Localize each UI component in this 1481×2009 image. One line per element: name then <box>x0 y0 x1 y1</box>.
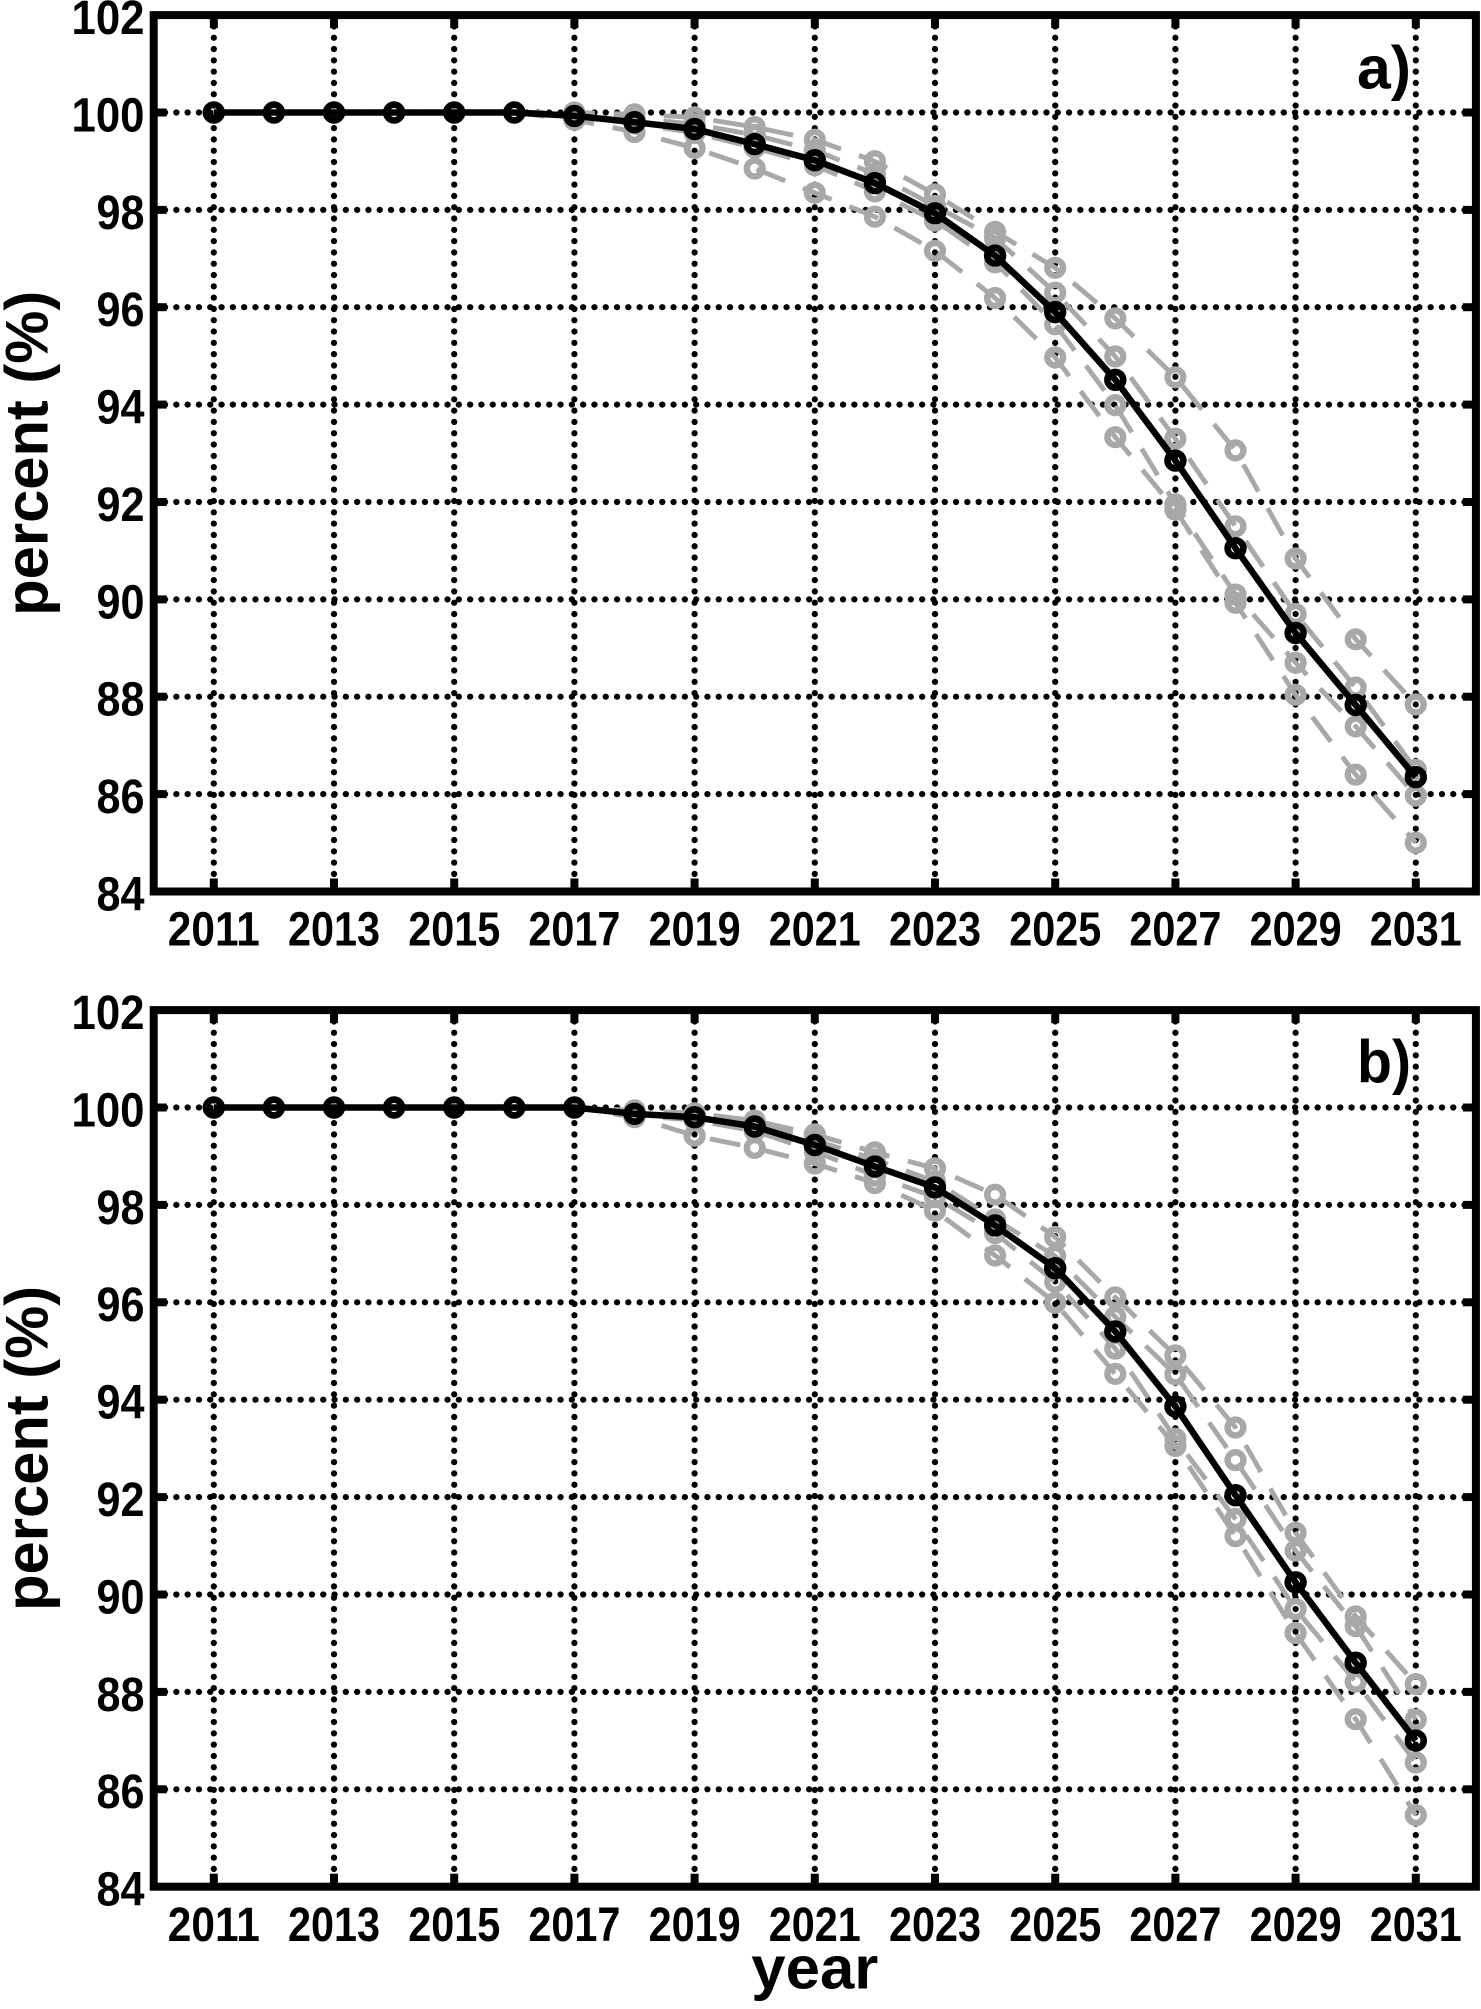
svg-text:percent (%): percent (%) <box>0 291 61 616</box>
svg-text:b): b) <box>1357 1029 1411 1096</box>
svg-text:2013: 2013 <box>288 1899 380 1952</box>
svg-text:88: 88 <box>97 1669 145 1722</box>
svg-text:a): a) <box>1357 35 1411 102</box>
svg-text:2019: 2019 <box>649 904 741 957</box>
svg-text:100: 100 <box>72 89 145 142</box>
svg-text:2011: 2011 <box>168 1899 260 1952</box>
svg-text:92: 92 <box>97 1474 145 1527</box>
svg-text:102: 102 <box>72 987 145 1040</box>
svg-text:2021: 2021 <box>769 904 861 957</box>
svg-text:2027: 2027 <box>1129 904 1221 957</box>
svg-text:96: 96 <box>97 284 145 337</box>
svg-text:2019: 2019 <box>649 1899 741 1952</box>
svg-text:2017: 2017 <box>528 1899 620 1952</box>
svg-text:2027: 2027 <box>1129 1899 1221 1952</box>
svg-text:2025: 2025 <box>1009 1899 1101 1952</box>
svg-text:100: 100 <box>72 1084 145 1137</box>
svg-text:84: 84 <box>97 1864 145 1917</box>
svg-text:98: 98 <box>97 187 145 240</box>
svg-text:year: year <box>751 1935 878 2002</box>
svg-text:86: 86 <box>97 1766 145 1819</box>
svg-text:2023: 2023 <box>889 904 981 957</box>
svg-text:2031: 2031 <box>1370 904 1462 957</box>
svg-text:2015: 2015 <box>408 904 500 957</box>
svg-text:88: 88 <box>97 674 145 727</box>
svg-text:96: 96 <box>97 1279 145 1332</box>
svg-text:percent (%): percent (%) <box>0 1286 61 1611</box>
svg-text:2013: 2013 <box>288 904 380 957</box>
svg-text:90: 90 <box>97 1571 145 1624</box>
svg-text:2031: 2031 <box>1370 1899 1462 1952</box>
svg-text:94: 94 <box>97 1377 145 1430</box>
svg-text:2011: 2011 <box>168 904 260 957</box>
svg-text:2021: 2021 <box>769 1899 861 1952</box>
svg-text:98: 98 <box>97 1182 145 1235</box>
svg-text:92: 92 <box>97 479 145 532</box>
svg-text:2025: 2025 <box>1009 904 1101 957</box>
svg-text:2029: 2029 <box>1250 904 1342 957</box>
svg-text:2029: 2029 <box>1250 1899 1342 1952</box>
svg-text:102: 102 <box>72 0 145 45</box>
svg-text:86: 86 <box>97 771 145 824</box>
svg-text:2023: 2023 <box>889 1899 981 1952</box>
svg-text:84: 84 <box>97 868 145 921</box>
svg-text:2017: 2017 <box>528 904 620 957</box>
svg-text:2015: 2015 <box>408 1899 500 1952</box>
svg-text:94: 94 <box>97 382 145 435</box>
svg-text:90: 90 <box>97 576 145 629</box>
